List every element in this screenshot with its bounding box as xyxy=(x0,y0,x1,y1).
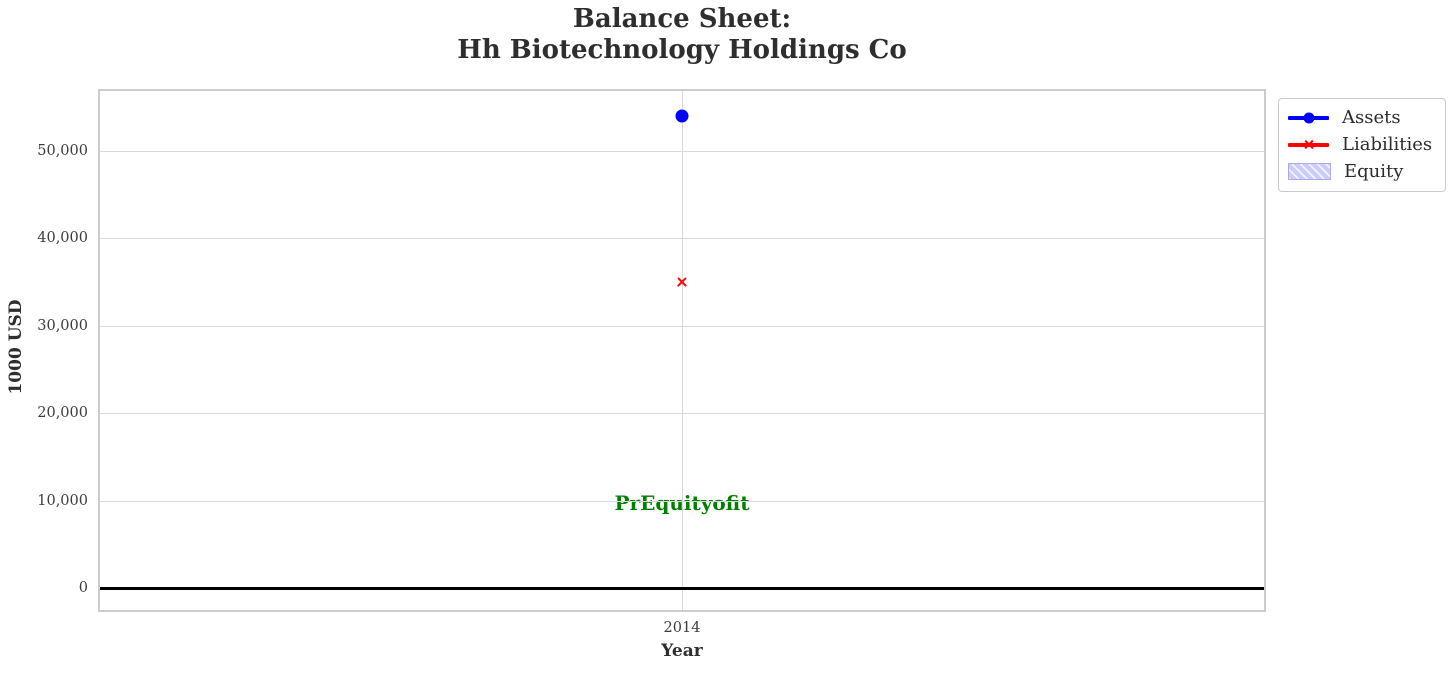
legend-label-assets: Assets xyxy=(1342,107,1401,128)
x-axis-label: Year xyxy=(661,641,703,661)
x-axis-ticks: 2014 xyxy=(100,620,1264,640)
liabilities-data-marker xyxy=(676,276,688,288)
y-tick-label: 50,000 xyxy=(37,142,88,159)
assets-data-marker xyxy=(675,109,689,122)
x-tick-label: 2014 xyxy=(663,620,701,636)
y-tick-label: 0 xyxy=(78,580,88,597)
legend: Assets Liabilities Equity xyxy=(1278,98,1447,192)
equity-hatched-swatch-icon xyxy=(1288,163,1331,180)
v-gridline xyxy=(682,91,683,610)
legend-label-equity: Equity xyxy=(1344,161,1404,182)
plot-area: PrEquityofit xyxy=(98,89,1266,612)
zero-axis-line xyxy=(100,586,1264,590)
legend-item-assets: Assets xyxy=(1288,104,1432,131)
legend-label-liabilities: Liabilities xyxy=(1342,134,1433,155)
y-axis-ticks: 0 10,000 20,000 30,000 40,000 50,000 xyxy=(0,91,88,610)
assets-line-marker-icon xyxy=(1288,112,1329,123)
y-tick-label: 20,000 xyxy=(37,405,88,422)
y-tick-label: 40,000 xyxy=(37,230,88,247)
liabilities-x-icon xyxy=(1303,139,1314,150)
y-tick-label: 10,000 xyxy=(37,492,88,509)
chart-title: Balance Sheet: Hh Biotechnology Holdings… xyxy=(457,4,907,65)
assets-dot-icon xyxy=(1303,112,1314,123)
y-tick-label: 30,000 xyxy=(37,317,88,334)
liabilities-line-marker-icon xyxy=(1288,142,1329,147)
legend-item-liabilities: Liabilities xyxy=(1288,131,1432,158)
legend-item-equity: Equity xyxy=(1288,158,1432,185)
